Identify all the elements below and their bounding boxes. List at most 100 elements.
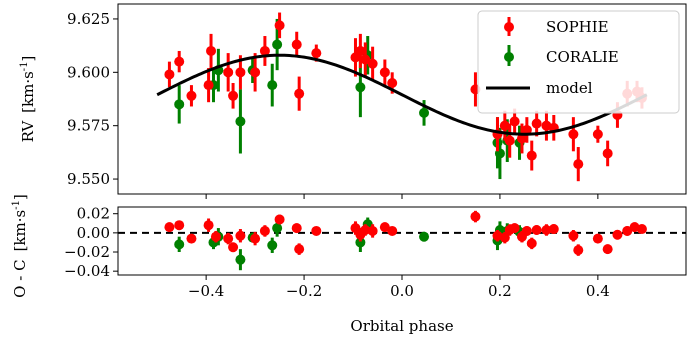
data-point [259,225,270,236]
data-point [274,20,285,31]
data-point [311,48,322,59]
data-point [311,225,322,236]
data-point [174,220,185,231]
data-point [367,225,378,236]
residual-y-tick-label: −0.02 [64,243,110,261]
residual-series-sophie [164,210,647,256]
data-point [531,224,542,235]
legend-sophie-label: SOPHIE [546,18,609,36]
data-point [516,133,527,144]
rv-y-tick-label: 9.575 [67,117,110,135]
data-point [568,230,579,241]
legend-coralie-label: CORALIE [546,48,619,66]
residual-y-tick-label: 0.00 [77,224,110,242]
legend-model-label: model [546,79,593,97]
data-point [526,238,537,249]
x-axis-label: Orbital phase [350,317,453,335]
data-point [291,39,302,50]
data-point [360,224,371,235]
data-point [509,223,520,234]
model-curve [156,53,648,136]
legend-sophie-marker [504,17,514,36]
data-point [164,69,175,80]
data-point [419,107,430,118]
residual-panel: −0.04−0.020.000.02 −0.4 −0.2 0.0 0.2 0.4 O -… [11,194,687,335]
rv-y-tick-label: 9.625 [67,10,110,28]
rv-y-axis: 9.550 9.575 9.600 9.625 [67,10,118,188]
data-point [602,244,613,255]
data-point [203,80,214,91]
data-point [259,45,270,56]
residual-y-tick-label: 0.02 [77,205,110,223]
data-point [235,230,246,241]
data-point [294,244,305,255]
data-point [622,225,633,236]
data-point [355,82,366,93]
data-point [235,254,246,265]
data-point [499,120,510,131]
data-point [573,159,584,170]
data-point [235,67,246,78]
rv-panel: 9.550 9.575 9.600 9.625 SOPHIE CORALIE mode… [19,3,687,199]
data-point [250,233,261,244]
data-point [186,233,197,244]
data-point [612,229,623,240]
data-point [206,45,217,56]
data-point [387,225,398,236]
x-tick-label: 0.4 [586,282,610,300]
data-point [228,242,239,253]
data-point [499,232,510,243]
residual-y-tick-label: −0.04 [64,262,110,280]
data-point [267,240,278,251]
rv-y-tick-label: 9.600 [67,63,110,81]
data-point [367,58,378,69]
data-point [602,148,613,159]
data-point [164,222,175,233]
data-point [531,118,542,129]
data-point [250,67,261,78]
data-point [573,245,584,256]
data-point [379,222,390,233]
data-point [174,99,185,110]
data-point [548,224,559,235]
data-point [509,116,520,127]
data-point [521,124,532,135]
data-point [360,54,371,65]
data-point [174,239,185,250]
data-point [568,129,579,140]
data-point [521,225,532,236]
data-point [294,88,305,99]
data-point [272,223,283,234]
data-point [419,231,430,242]
data-point [174,56,185,67]
residual-x-axis: −0.4 −0.2 0.0 0.2 0.4 [188,275,610,300]
data-point [379,67,390,78]
data-point [223,233,234,244]
legend: SOPHIE CORALIE model [477,10,680,114]
data-point [387,77,398,88]
data-point [228,90,239,101]
rv-y-axis-label: RV[km·s-1] [19,56,37,143]
x-tick-label: −0.2 [286,282,322,300]
data-point [210,231,221,242]
x-tick-label: 0.0 [390,282,414,300]
x-tick-label: 0.2 [488,282,512,300]
residual-y-axis: −0.04−0.020.000.02 [64,205,118,280]
data-point [504,135,515,146]
data-point [291,223,302,234]
data-point [223,67,234,78]
data-point [267,80,278,91]
data-point [470,211,481,222]
data-point [526,150,537,161]
residual-y-axis-label: O - C[km·s-1] [11,194,29,298]
data-point [235,116,246,127]
data-point [355,45,366,56]
data-point [541,224,552,235]
data-point [636,224,647,235]
data-point [272,39,283,50]
rv-x-ticks [205,194,599,199]
data-point [186,90,197,101]
data-point [203,220,214,231]
legend-coralie-marker [504,45,514,66]
